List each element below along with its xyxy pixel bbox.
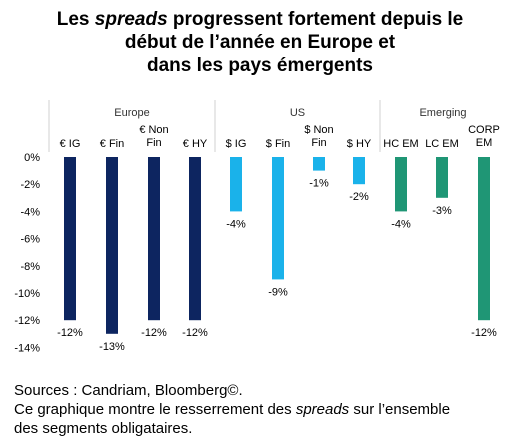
title-line-3: dans les pays émergents	[147, 55, 373, 76]
title-text-b: progressent fortement depuis le	[167, 9, 464, 30]
category-label: LC EM	[425, 138, 459, 150]
category-label: € HY	[183, 138, 208, 150]
category-label: Fin	[311, 137, 326, 149]
bar	[189, 157, 201, 321]
value-label: -12%	[57, 327, 83, 339]
bar	[64, 157, 76, 321]
bar	[106, 157, 118, 334]
title-line-1: Les spreads progressent fortement depuis…	[0, 8, 520, 31]
value-label: -12%	[471, 327, 497, 339]
category-label: Fin	[146, 137, 161, 149]
group-label: Europe	[114, 107, 149, 119]
source-text-italic: spreads	[295, 401, 350, 418]
category-label: $ Fin	[266, 138, 290, 150]
source-line-2: Ce graphique montre le resserrement des …	[14, 400, 514, 419]
value-label: -3%	[432, 205, 452, 217]
bar	[353, 157, 365, 185]
source-line-1: Sources : Candriam, Bloomberg©.	[14, 382, 243, 399]
value-label: -12%	[182, 327, 208, 339]
category-label: € IG	[60, 138, 81, 150]
y-tick-label: -12%	[14, 315, 40, 327]
value-label: -9%	[268, 286, 288, 298]
source-note: Sources : Candriam, Bloomberg©. Ce graph…	[14, 381, 514, 438]
bar	[395, 157, 407, 212]
category-label: € Fin	[100, 138, 124, 150]
title-text-a: Les	[56, 9, 95, 30]
title-line-2: début de l’année en Europe et	[124, 32, 396, 53]
bar	[230, 157, 242, 212]
title-text-italic: spreads	[94, 9, 168, 30]
category-label: $ IG	[226, 138, 247, 150]
value-label: -1%	[309, 178, 329, 190]
source-text-a: Ce graphique montre le resserrement des	[14, 401, 296, 418]
y-tick-label: -10%	[14, 288, 40, 300]
source-text-b: sur l’ensemble	[349, 401, 451, 418]
y-tick-label: 0%	[24, 152, 40, 164]
chart-title: Les spreads progressent fortement depuis…	[0, 8, 520, 77]
value-label: -2%	[349, 191, 369, 203]
y-tick-label: -14%	[14, 342, 40, 354]
group-label: US	[290, 107, 305, 119]
bar	[313, 157, 325, 171]
value-label: -4%	[226, 218, 246, 230]
y-tick-label: -8%	[20, 261, 40, 273]
y-tick-label: -4%	[20, 206, 40, 218]
group-label: Emerging	[419, 107, 466, 119]
category-label: HC EM	[383, 138, 418, 150]
value-label: -12%	[141, 327, 167, 339]
category-label: $ HY	[347, 138, 372, 150]
y-tick-label: -2%	[20, 179, 40, 191]
category-label: CORP	[468, 124, 500, 136]
source-line-3: des segments obligataires.	[14, 420, 193, 437]
category-label: EM	[476, 137, 493, 149]
y-tick-label: -6%	[20, 234, 40, 246]
bar	[272, 157, 284, 280]
bar	[478, 157, 490, 321]
bar	[148, 157, 160, 321]
category-label: $ Non	[304, 124, 333, 136]
category-label: € Non	[139, 124, 168, 136]
bar	[436, 157, 448, 198]
value-label: -13%	[99, 341, 125, 353]
value-label: -4%	[391, 218, 411, 230]
